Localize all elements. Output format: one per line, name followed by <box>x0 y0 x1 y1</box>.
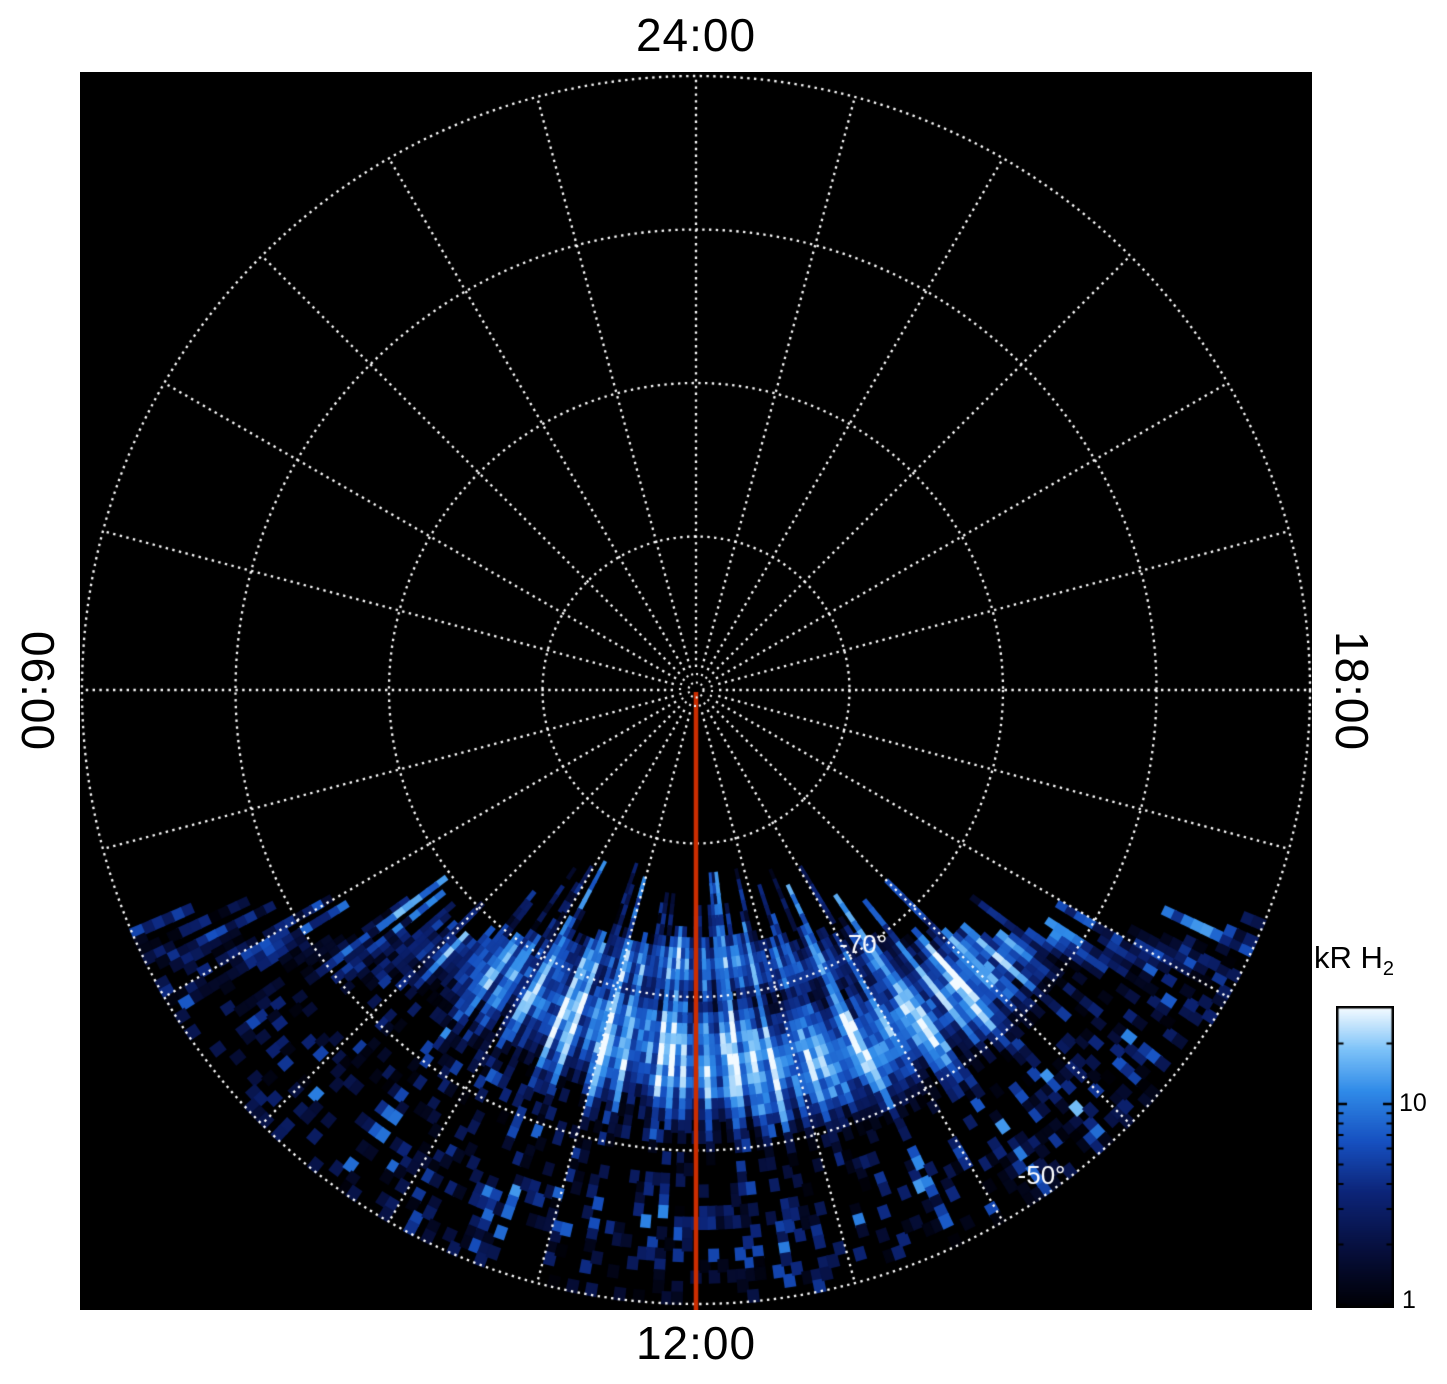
colorbar-title-text: kR H <box>1314 940 1383 975</box>
colorbar-tick-label-1: 1 <box>1402 1286 1416 1314</box>
local-time-label-24: 24:00 <box>635 9 757 61</box>
colorbar-tick-label-10: 10 <box>1399 1089 1427 1117</box>
local-time-label-12: 12:00 <box>635 1317 757 1369</box>
local-time-label-18: 18:00 <box>1326 630 1378 752</box>
colorbar-title-subscript: 2 <box>1382 958 1395 981</box>
polar-plot-canvas <box>80 72 1312 1310</box>
local-time-label-06: 06:00 <box>12 630 64 752</box>
colorbar <box>1336 1006 1394 1308</box>
colorbar-title: kR H2 <box>1314 940 1394 981</box>
